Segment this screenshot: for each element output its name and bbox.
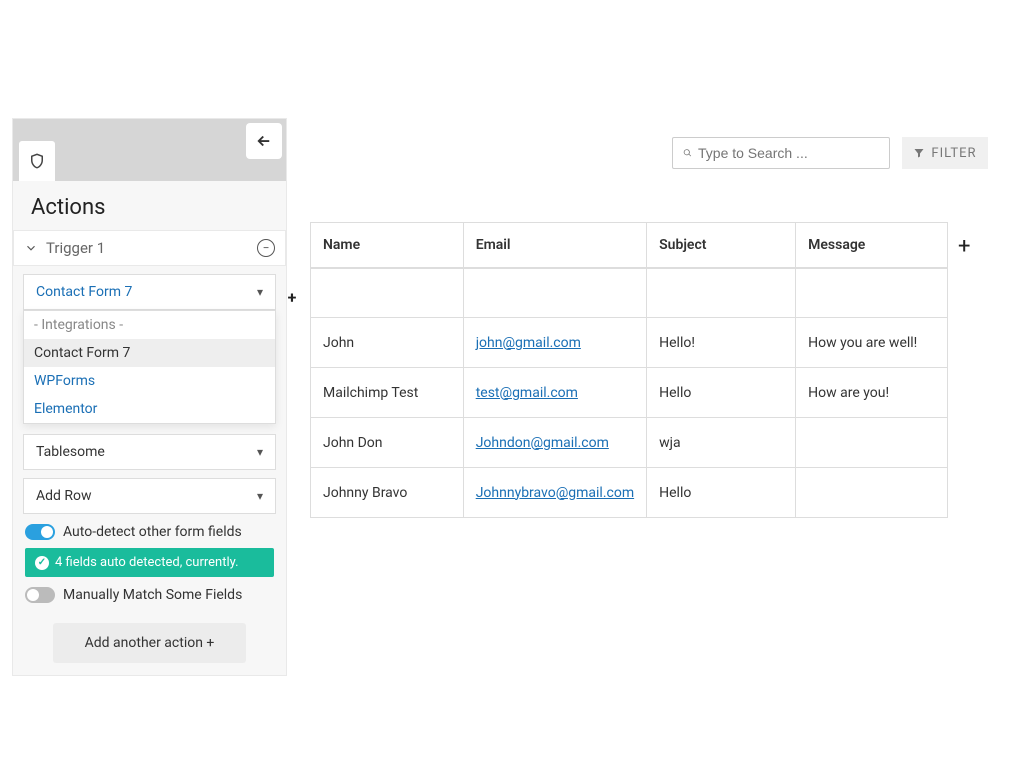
cell-message[interactable]: How you are well! (796, 318, 948, 368)
auto-detect-toggle[interactable] (25, 524, 55, 540)
trigger-label: Trigger 1 (46, 239, 105, 257)
action-op-value: Add Row (36, 488, 92, 504)
back-button[interactable] (246, 123, 282, 159)
detect-status-text: 4 fields auto detected, currently. (55, 555, 239, 570)
chevron-down-icon: ▾ (257, 489, 263, 503)
cell-name[interactable]: John Don (311, 418, 464, 468)
add-trigger-button[interactable]: + (285, 290, 299, 304)
cell-subject[interactable]: Hello! (647, 318, 796, 368)
cell-message[interactable]: How are you! (796, 368, 948, 418)
table-row[interactable]: John DonJohndon@gmail.comwja (311, 418, 948, 468)
table-header-row: Name Email Subject Message (311, 223, 948, 268)
search-box[interactable] (672, 137, 890, 169)
integration-dropdown: - Integrations - Contact Form 7 WPForms … (23, 310, 276, 424)
cell-name[interactable]: John (311, 318, 464, 368)
manual-match-toggle[interactable] (25, 587, 55, 603)
shield-icon (28, 152, 46, 170)
cell-subject[interactable]: Hello (647, 368, 796, 418)
chevron-down-icon: ▾ (257, 285, 263, 299)
search-icon (683, 146, 692, 160)
cell-email[interactable]: john@gmail.com (463, 318, 646, 368)
integration-select-value: Contact Form 7 (36, 284, 132, 300)
chevron-down-icon (24, 241, 38, 255)
trigger-row[interactable]: Trigger 1 − (13, 230, 286, 266)
arrow-left-icon (255, 132, 273, 150)
add-column-button[interactable]: + (958, 234, 970, 259)
integration-select[interactable]: Contact Form 7 ▾ (23, 274, 276, 310)
cell-message[interactable] (796, 468, 948, 518)
cell-name[interactable]: Mailchimp Test (311, 368, 464, 418)
col-email-header[interactable]: Email (463, 223, 646, 268)
filter-icon (913, 147, 925, 159)
filter-button[interactable]: FILTER (902, 137, 988, 169)
check-icon: ✓ (35, 556, 49, 570)
search-input[interactable] (698, 145, 879, 161)
table-row[interactable]: Johnjohn@gmail.comHello!How you are well… (311, 318, 948, 368)
dropdown-option-elementor[interactable]: Elementor (24, 395, 275, 423)
action-store-select[interactable]: Tablesome ▾ (23, 434, 276, 470)
detect-status-banner: ✓ 4 fields auto detected, currently. (25, 548, 274, 577)
cell-message[interactable] (796, 418, 948, 468)
table-row[interactable]: Mailchimp Testtest@gmail.comHelloHow are… (311, 368, 948, 418)
remove-trigger-button[interactable]: − (257, 239, 275, 257)
action-op-select[interactable]: Add Row ▾ (23, 478, 276, 514)
col-name-header[interactable]: Name (311, 223, 464, 268)
integrations-tab[interactable] (19, 141, 55, 181)
cell-email[interactable]: Johndon@gmail.com (463, 418, 646, 468)
entries-table: Name Email Subject Message Johnjohn@gmai… (310, 222, 948, 518)
col-subject-header[interactable]: Subject (647, 223, 796, 268)
sidebar-header (13, 119, 286, 181)
cell-email[interactable]: test@gmail.com (463, 368, 646, 418)
action-store-value: Tablesome (36, 444, 105, 460)
auto-detect-label: Auto-detect other form fields (63, 524, 242, 540)
sidebar-title: Actions (13, 181, 286, 230)
actions-sidebar: Actions Trigger 1 − Contact Form 7 ▾ - I… (12, 118, 287, 676)
cell-subject[interactable]: Hello (647, 468, 796, 518)
dropdown-group-label: - Integrations - (24, 311, 275, 339)
manual-match-label: Manually Match Some Fields (63, 587, 242, 603)
add-another-action-button[interactable]: Add another action + (53, 623, 246, 663)
dropdown-option-wpforms[interactable]: WPForms (24, 367, 275, 395)
dropdown-option-cf7[interactable]: Contact Form 7 (24, 339, 275, 367)
cell-name[interactable]: Johnny Bravo (311, 468, 464, 518)
table-row[interactable]: Johnny BravoJohnnybravo@gmail.comHello (311, 468, 948, 518)
cell-email[interactable]: Johnnybravo@gmail.com (463, 468, 646, 518)
chevron-down-icon: ▾ (257, 445, 263, 459)
filter-label: FILTER (931, 146, 976, 161)
cell-subject[interactable]: wja (647, 418, 796, 468)
table-empty-row[interactable] (311, 268, 948, 318)
col-message-header[interactable]: Message (796, 223, 948, 268)
